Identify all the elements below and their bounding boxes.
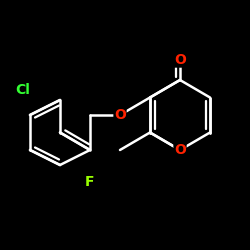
Text: F: F xyxy=(85,176,95,190)
Text: Cl: Cl xyxy=(15,83,30,97)
Text: O: O xyxy=(114,108,126,122)
Text: O: O xyxy=(174,143,186,157)
Text: O: O xyxy=(174,53,186,67)
